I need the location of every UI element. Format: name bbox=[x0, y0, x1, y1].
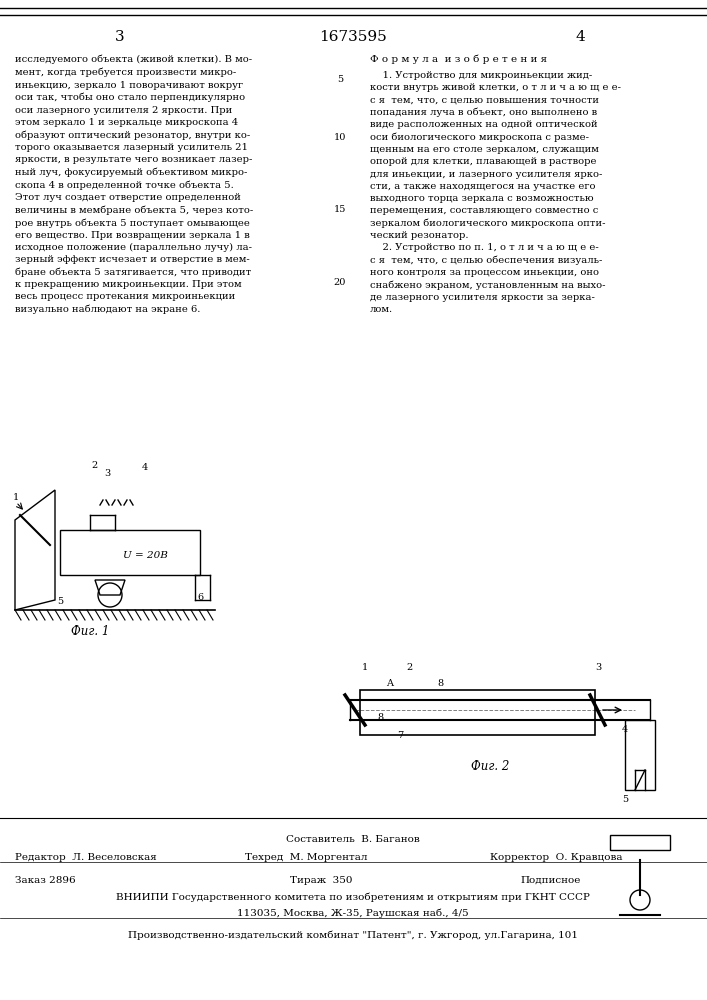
Text: 20: 20 bbox=[334, 278, 346, 287]
Text: исследуемого объекта (живой клетки). В мо-
мент, когда требуется произвести микр: исследуемого объекта (живой клетки). В м… bbox=[15, 55, 253, 314]
Text: 10: 10 bbox=[334, 133, 346, 142]
Text: 3: 3 bbox=[104, 470, 110, 479]
Text: Ф о р м у л а  и з о б р е т е н и я: Ф о р м у л а и з о б р е т е н и я bbox=[370, 55, 547, 64]
Text: 5: 5 bbox=[337, 75, 343, 84]
Text: Заказ 2896: Заказ 2896 bbox=[15, 876, 76, 885]
Text: 7: 7 bbox=[397, 730, 403, 740]
Text: 1: 1 bbox=[362, 664, 368, 672]
Text: 2: 2 bbox=[407, 664, 413, 672]
Text: 15: 15 bbox=[334, 206, 346, 215]
Text: Редактор  Л. Веселовская: Редактор Л. Веселовская bbox=[15, 853, 157, 862]
Text: 1. Устройство для микроиньекции жид-
кости внутрь живой клетки, о т л и ч а ю щ : 1. Устройство для микроиньекции жид- кос… bbox=[370, 71, 621, 314]
Text: 5: 5 bbox=[622, 796, 628, 804]
Text: A: A bbox=[387, 680, 394, 688]
Text: 4: 4 bbox=[575, 30, 585, 44]
Text: Производственно-издательский комбинат "Патент", г. Ужгород, ул.Гагарина, 101: Производственно-издательский комбинат "П… bbox=[128, 930, 578, 940]
Text: 1673595: 1673595 bbox=[319, 30, 387, 44]
Text: ВНИИПИ Государственного комитета по изобретениям и открытиям при ГКНТ СССР: ВНИИПИ Государственного комитета по изоб… bbox=[116, 893, 590, 902]
Text: Фиг. 1: Фиг. 1 bbox=[71, 625, 109, 638]
Text: 3: 3 bbox=[595, 664, 601, 672]
Text: 8: 8 bbox=[377, 714, 383, 722]
Text: 4: 4 bbox=[622, 726, 628, 734]
Text: Фиг. 2: Фиг. 2 bbox=[471, 760, 509, 773]
Text: Подписное: Подписное bbox=[520, 876, 580, 885]
Bar bbox=[610, 835, 670, 850]
Text: 6: 6 bbox=[197, 593, 203, 602]
Text: Корректор  О. Кравцова: Корректор О. Кравцова bbox=[490, 853, 622, 862]
Text: 3: 3 bbox=[115, 30, 125, 44]
Text: 1: 1 bbox=[13, 493, 19, 502]
Text: U = 20B: U = 20B bbox=[122, 550, 168, 560]
Text: Техред  М. Моргентал: Техред М. Моргентал bbox=[245, 853, 368, 862]
Bar bbox=[360, 690, 595, 735]
Text: Тираж  350: Тираж 350 bbox=[290, 876, 353, 885]
Bar bbox=[625, 720, 655, 790]
Text: 4: 4 bbox=[142, 464, 148, 473]
Text: 8: 8 bbox=[437, 680, 443, 688]
Text: 113035, Москва, Ж-35, Раушская наб., 4/5: 113035, Москва, Ж-35, Раушская наб., 4/5 bbox=[237, 908, 469, 918]
Text: Составитель  В. Баганов: Составитель В. Баганов bbox=[286, 835, 420, 844]
Bar bbox=[60, 530, 200, 575]
Text: 2: 2 bbox=[92, 462, 98, 471]
Text: 5: 5 bbox=[57, 597, 63, 606]
